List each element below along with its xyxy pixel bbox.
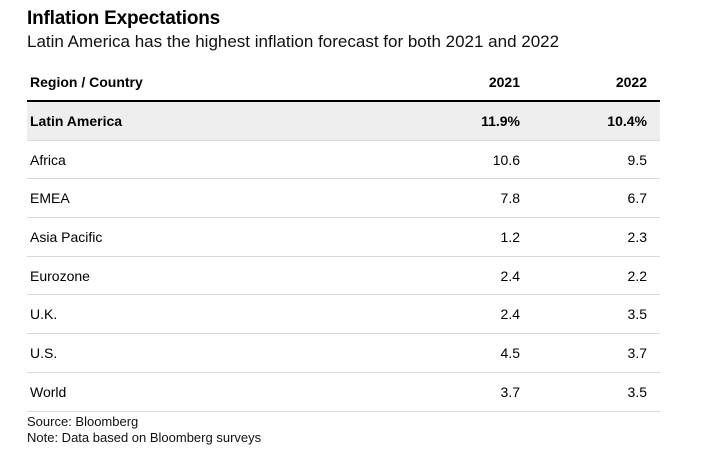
row-value-2022: 6.7 [627,190,647,207]
row-name: Eurozone [30,267,90,284]
row-value-2022: 2.3 [627,228,647,245]
row-value-2021: 2.4 [500,306,520,323]
header-2021: 2021 [488,74,520,90]
row-name: EMEA [30,190,70,207]
row-value-2022: 10.4% [607,112,647,129]
row-value-2022: 3.5 [627,383,647,400]
table-row: Africa 10.6 9.5 [27,141,660,180]
row-name: U.S. [30,344,58,361]
source-note: Source: Bloomberg [27,414,139,429]
inflation-table: Region / Country 2021 2022 Latin America… [27,64,660,412]
row-value-2021: 1.2 [500,228,520,245]
table-row: U.K. 2.4 3.5 [27,295,660,335]
row-value-2021: 3.7 [500,383,520,400]
table-row: U.S. 4.5 3.7 [27,334,660,373]
row-value-2021: 4.5 [500,344,520,361]
table-header: Region / Country 2021 2022 [27,64,660,102]
row-value-2022: 9.5 [627,151,647,168]
row-name: Latin America [30,112,123,129]
table-row: World 3.7 3.5 [27,373,660,412]
row-value-2022: 3.7 [627,344,647,361]
row-name: Africa [30,151,66,168]
table-row: EMEA 7.8 6.7 [27,179,660,219]
row-name: Asia Pacific [30,228,103,245]
table-row: Eurozone 2.4 2.2 [27,257,660,296]
row-value-2021: 7.8 [500,190,520,207]
row-value-2021: 11.9% [481,112,520,129]
row-name: World [30,383,67,400]
header-region: Region / Country [30,74,143,90]
chart-title: Inflation Expectations [27,8,221,29]
row-value-2022: 2.2 [627,267,647,284]
data-note: Note: Data based on Bloomberg surveys [27,430,262,445]
table-row: Latin America 11.9% 10.4% [27,102,660,141]
table-row: Asia Pacific 1.2 2.3 [27,218,660,257]
header-2022: 2022 [615,74,647,90]
chart-subtitle: Latin America has the highest inflation … [27,32,560,51]
row-name: U.K. [30,306,58,323]
row-value-2021: 10.6 [492,151,520,168]
row-value-2022: 3.5 [627,306,647,323]
row-value-2021: 2.4 [500,267,520,284]
